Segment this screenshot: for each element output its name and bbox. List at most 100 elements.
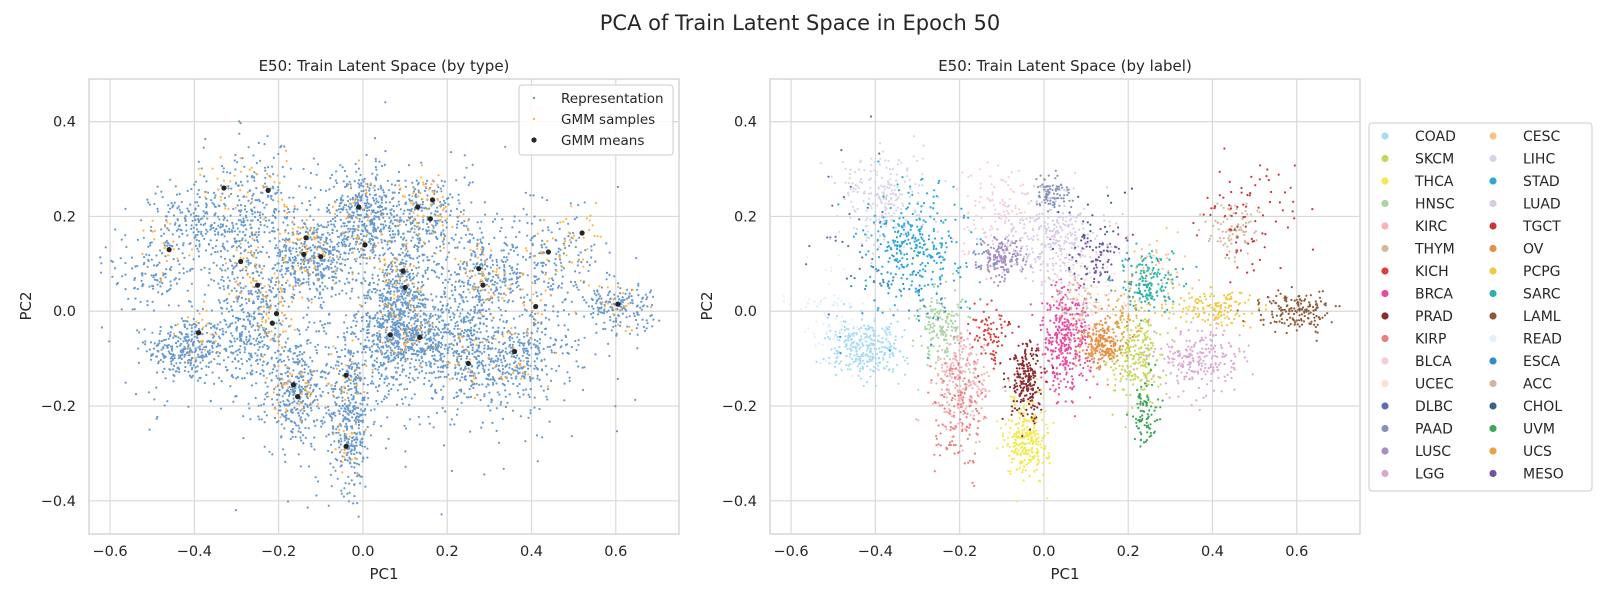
representation-point [389, 292, 392, 295]
representation-point [422, 312, 425, 315]
representation-point [611, 308, 614, 311]
representation-point [299, 416, 302, 419]
representation-point [312, 244, 315, 247]
representation-point [270, 290, 273, 294]
representation-point [478, 364, 481, 367]
representation-point [265, 395, 268, 398]
representation-point [241, 184, 244, 187]
representation-point [338, 369, 341, 373]
representation-point [523, 296, 526, 299]
representation-point [277, 420, 280, 423]
representation-point [267, 219, 271, 222]
representation-point [294, 435, 297, 438]
representation-point [211, 371, 214, 374]
representation-point [325, 238, 328, 241]
representation-point [438, 321, 441, 324]
representation-point [236, 204, 239, 207]
representation-point [252, 312, 255, 315]
representation-point [301, 353, 304, 356]
representation-point [516, 369, 519, 372]
representation-point [486, 347, 489, 351]
representation-point [439, 234, 443, 237]
representation-point [440, 346, 443, 349]
representation-point [447, 373, 450, 376]
representation-point [490, 401, 493, 404]
representation-point [226, 297, 229, 300]
representation-point [416, 319, 419, 323]
representation-point [472, 250, 475, 253]
representation-point [373, 217, 376, 221]
representation-point [329, 473, 332, 476]
representation-point [420, 330, 424, 333]
representation-point [362, 185, 365, 188]
representation-point [265, 414, 268, 417]
representation-point [236, 326, 239, 329]
representation-point [327, 253, 330, 256]
representation-point [320, 236, 323, 239]
representation-point [302, 278, 305, 281]
representation-point [285, 281, 288, 284]
representation-point [427, 338, 430, 341]
representation-point [186, 189, 189, 192]
representation-point [561, 352, 564, 355]
representation-point [438, 350, 441, 353]
representation-point [398, 289, 401, 292]
representation-point [528, 354, 531, 357]
representation-point [461, 262, 464, 265]
representation-point [446, 328, 449, 331]
representation-point [403, 388, 406, 391]
representation-point [355, 170, 358, 173]
representation-point [431, 255, 434, 258]
representation-point [412, 352, 415, 355]
representation-point [180, 331, 183, 334]
representation-point [380, 353, 383, 356]
representation-point [593, 289, 596, 292]
representation-point [503, 264, 506, 267]
representation-point [568, 376, 571, 379]
representation-point [631, 299, 634, 302]
representation-point [343, 432, 346, 435]
representation-point [251, 293, 254, 296]
representation-point [477, 354, 480, 357]
representation-point [248, 189, 251, 192]
representation-point [497, 326, 500, 329]
representation-point [296, 358, 299, 361]
representation-point [218, 352, 222, 355]
representation-point [227, 185, 230, 188]
representation-point [490, 398, 494, 402]
representation-point [471, 352, 474, 355]
representation-point [400, 247, 403, 250]
representation-point [210, 278, 213, 281]
representation-point [552, 279, 555, 282]
representation-point [338, 446, 341, 449]
representation-point [373, 222, 376, 225]
representation-point [306, 397, 310, 400]
representation-point [385, 274, 389, 277]
representation-point [171, 368, 175, 371]
representation-point [273, 237, 277, 240]
figure-title: PCA of Train Latent Space in Epoch 50 [600, 11, 1000, 35]
representation-point [390, 240, 393, 243]
representation-point [341, 399, 344, 402]
representation-point [206, 350, 209, 353]
representation-point [328, 371, 331, 374]
representation-point [436, 206, 439, 209]
representation-point [540, 244, 543, 247]
representation-point [182, 242, 185, 245]
representation-point [368, 320, 371, 323]
representation-point [360, 238, 363, 242]
representation-point [602, 327, 605, 331]
representation-point [382, 398, 386, 401]
representation-point [389, 268, 392, 271]
representation-point [235, 246, 238, 249]
representation-point [454, 288, 457, 292]
representation-point [282, 400, 285, 403]
representation-point [288, 258, 291, 261]
representation-point [511, 337, 514, 340]
representation-point [153, 202, 156, 206]
representation-point [385, 335, 388, 338]
representation-point [351, 234, 354, 237]
representation-point [349, 462, 352, 465]
representation-point [260, 301, 263, 304]
representation-point [324, 345, 327, 348]
